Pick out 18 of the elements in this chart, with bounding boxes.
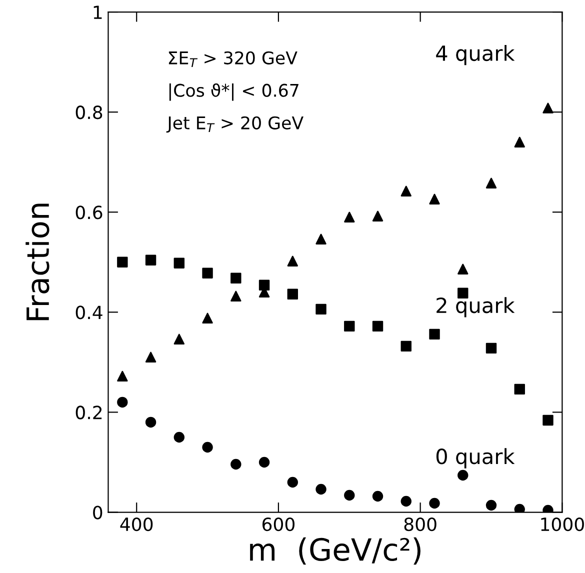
x-tick-label: 600 bbox=[262, 517, 294, 532]
x-tick-label: 400 bbox=[120, 517, 153, 532]
text: 4 quark bbox=[436, 44, 515, 66]
series-label: 0 quark bbox=[436, 448, 515, 468]
x-tick-label: 1000 bbox=[541, 517, 584, 532]
annotation: ΣE$_{T}$ > 320 GeV bbox=[168, 51, 298, 68]
y-tick-label: 0.4 bbox=[76, 306, 102, 320]
annotation: |Cos ϑ*| < 0.67 bbox=[169, 83, 298, 101]
x-tick-label: 800 bbox=[404, 517, 436, 532]
legend-label: 2 quark bbox=[436, 297, 515, 318]
y-axis-title: Fraction bbox=[26, 204, 50, 320]
y-tick-label: 1 bbox=[94, 6, 102, 19]
y-tick-label: 0.2 bbox=[76, 406, 102, 420]
annotation: Jet E$_{T}$ > 20 GeV bbox=[166, 116, 304, 133]
x-axis-title: m (GeV/c²) bbox=[250, 537, 420, 565]
y-tick-label: 0.8 bbox=[76, 106, 102, 120]
y-tick-label: 0 bbox=[93, 506, 102, 520]
y-tick-label: 0.6 bbox=[76, 206, 102, 220]
